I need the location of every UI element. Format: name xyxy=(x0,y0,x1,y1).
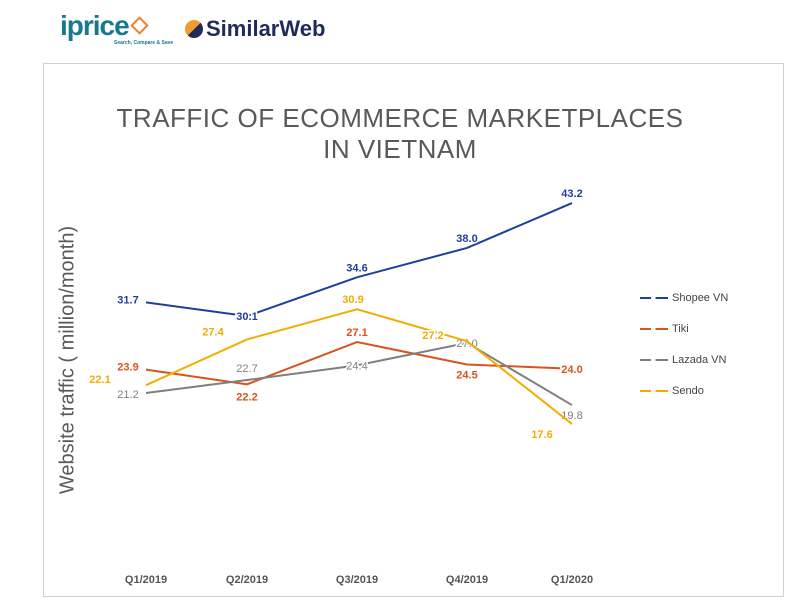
chart-title: TRAFFIC OF ECOMMERCE MARKETPLACES IN VIET… xyxy=(100,103,700,165)
data-label: 24.4 xyxy=(346,360,367,372)
x-tick-label: Q3/2019 xyxy=(335,574,379,586)
data-label: 17.6 xyxy=(531,429,552,441)
data-label: 38.0 xyxy=(456,233,477,245)
similarweb-icon xyxy=(185,20,203,38)
data-label: 22.2 xyxy=(236,391,257,403)
chart-title-line-1: TRAFFIC OF ECOMMERCE MARKETPLACES xyxy=(116,103,684,133)
similarweb-logo-text: SimilarWeb xyxy=(206,16,326,41)
data-label: 43.2 xyxy=(561,188,582,200)
iprice-logo: iprice Search, Compare & Save xyxy=(60,10,173,46)
legend-item: Lazada VN xyxy=(640,344,728,375)
data-label: 24.5 xyxy=(456,369,477,381)
legend-swatch xyxy=(640,389,668,392)
chart-frame xyxy=(43,63,784,597)
data-label: 21.2 xyxy=(117,389,138,401)
data-label: 34.6 xyxy=(346,262,367,274)
series-line-sendo xyxy=(145,308,573,425)
chart-title-line-2: IN VIETNAM xyxy=(323,134,477,164)
data-label: 22.7 xyxy=(236,363,257,375)
series-line-tiki xyxy=(145,340,573,386)
data-label: 30.9 xyxy=(342,294,363,306)
legend-item: Tiki xyxy=(640,313,728,344)
x-tick-label: Q2/2019 xyxy=(225,574,269,586)
legend-swatch xyxy=(640,358,668,361)
data-label: 24.0 xyxy=(561,364,582,376)
iprice-tagline: Search, Compare & Save xyxy=(114,40,174,46)
x-tick-label: Q1/2020 xyxy=(550,574,594,586)
data-label: 27.1 xyxy=(346,327,367,339)
x-tick-label: Q4/2019 xyxy=(445,574,489,586)
legend-label: Lazada VN xyxy=(672,353,727,366)
data-label: 22.1 xyxy=(89,374,110,386)
legend-item: Shopee VN xyxy=(640,282,728,313)
legend-label: Shopee VN xyxy=(672,291,729,304)
data-label: 27.2 xyxy=(422,330,443,342)
legend-swatch xyxy=(640,296,668,299)
similarweb-logo: SimilarWeb xyxy=(185,16,325,42)
legend-label: Sendo xyxy=(672,384,704,397)
data-label: 23.9 xyxy=(117,362,138,374)
data-label: 31.7 xyxy=(117,294,138,306)
series-line-shopee-vn xyxy=(145,202,573,318)
data-label: 19.8 xyxy=(561,410,582,422)
series-line-lazada-vn xyxy=(145,341,573,406)
data-label: 27.4 xyxy=(202,326,224,338)
legend-swatch xyxy=(640,327,668,330)
legend: Shopee VN Tiki Lazada VN Sendo xyxy=(640,282,728,406)
legend-label: Tiki xyxy=(672,322,689,335)
legend-item: Sendo xyxy=(640,375,728,406)
iprice-logo-text: iprice xyxy=(60,10,130,41)
x-tick-label: Q1/2019 xyxy=(124,574,168,586)
data-label: 30.1 xyxy=(236,311,257,323)
